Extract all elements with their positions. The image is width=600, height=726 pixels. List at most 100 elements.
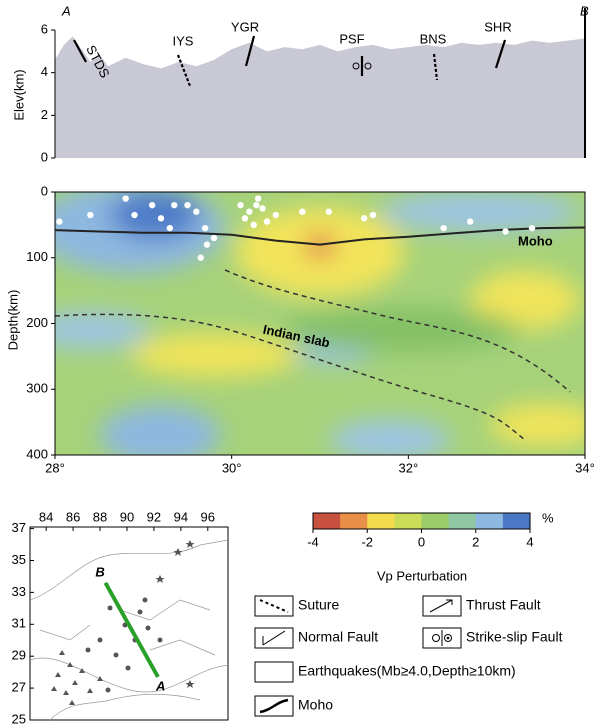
elevation-area xyxy=(55,36,585,158)
moho-icon xyxy=(259,698,289,714)
x-tick-label: 30° xyxy=(222,460,242,475)
fault-label: YGR xyxy=(231,19,259,34)
earthquake xyxy=(325,208,333,215)
y-tick-label: 33 xyxy=(12,584,26,599)
y-tick-label: 200 xyxy=(26,315,48,330)
legend-labels: Suture Thrust Fault Normal Fault Strike-… xyxy=(298,597,563,713)
earthquake xyxy=(369,211,377,219)
y-tick-label: 37 xyxy=(12,520,26,535)
velocity-image xyxy=(55,192,585,455)
y-axis-label: Elev(km) xyxy=(11,69,26,120)
y-tick-label: 29 xyxy=(12,648,26,663)
y-tick-label: 25 xyxy=(12,711,26,726)
strike-slip-mark xyxy=(364,62,372,70)
y-tick-label: 35 xyxy=(12,552,26,567)
legend-label: Suture xyxy=(298,597,339,613)
earthquake xyxy=(528,224,536,232)
y-tick-label: 4 xyxy=(41,64,48,79)
suture-icon xyxy=(259,599,289,613)
colorbar-title: Vp Perturbation xyxy=(377,568,467,583)
y-tick-label: 31 xyxy=(12,616,26,631)
y-tick-label: 2 xyxy=(41,107,48,122)
x-tick-label: 88 xyxy=(93,509,107,524)
colorbar-segment xyxy=(475,513,504,529)
earthquake xyxy=(440,224,447,232)
earthquake xyxy=(250,221,257,229)
section-panel: Depth(km) Moho Indian slab 0100200300400… xyxy=(5,183,594,475)
earthquake xyxy=(184,201,191,209)
y-axis-label: Depth(km) xyxy=(5,290,20,351)
colorbar-segment xyxy=(340,513,368,529)
fault-symbol xyxy=(73,39,87,63)
fault-label: SHR xyxy=(484,19,511,34)
earthquake xyxy=(237,201,244,209)
legend-box xyxy=(254,627,294,649)
x-tick-label: 94 xyxy=(174,509,188,524)
earthquake xyxy=(253,201,260,209)
earthquake xyxy=(241,215,249,222)
legend-label: Strike-slip Fault xyxy=(466,629,563,645)
earthquake xyxy=(193,208,200,215)
colorbar-segment xyxy=(313,513,341,529)
fault-label: BNS xyxy=(420,31,447,46)
fault-symbol xyxy=(176,54,192,87)
x-tick-label: 28° xyxy=(45,460,65,475)
y-tick-label: 300 xyxy=(26,381,48,396)
x-tick-label: -4 xyxy=(307,534,319,549)
fault-label: PSF xyxy=(339,31,364,46)
slab-boundary xyxy=(224,269,571,393)
y-tick-label: 0 xyxy=(41,149,48,164)
strike-slip-icon xyxy=(444,634,452,642)
thrust-icon xyxy=(429,599,453,613)
earthquake xyxy=(122,195,129,202)
fault-symbol xyxy=(494,39,507,69)
fault-symbol xyxy=(244,35,256,67)
fault-symbol xyxy=(432,53,439,81)
earthquake xyxy=(246,208,253,215)
end-label: A xyxy=(61,3,71,18)
earthquake xyxy=(254,195,262,202)
earthquake xyxy=(210,234,218,242)
earthquake xyxy=(502,228,509,235)
earthquake xyxy=(259,205,266,212)
profile-line xyxy=(103,581,160,678)
earthquake xyxy=(201,224,209,232)
earthquake xyxy=(131,211,138,219)
earthquake xyxy=(197,254,204,261)
fault-label: IYS xyxy=(173,33,194,48)
earthquake xyxy=(56,218,63,225)
x-tick-label: 90 xyxy=(120,509,134,524)
x-tick-label: 32° xyxy=(398,460,418,475)
earthquake xyxy=(171,201,178,209)
colorbar: % Vp Perturbation -4 -2 0 2 4 xyxy=(307,510,554,583)
x-tick-label: 0 xyxy=(418,534,425,549)
strike-slip-icon xyxy=(432,634,440,642)
legend-label: Moho xyxy=(298,697,333,713)
earthquake xyxy=(360,215,368,222)
colorbar-segment xyxy=(394,513,422,529)
x-tick-label: -2 xyxy=(361,534,373,549)
colorbar-segment xyxy=(421,513,450,529)
slab-boundary xyxy=(55,313,526,441)
y-tick-label: 400 xyxy=(26,446,48,461)
legend-label: Thrust Fault xyxy=(466,597,541,613)
earthquake xyxy=(87,211,94,219)
earthquake xyxy=(263,218,271,225)
y-tick-label: 6 xyxy=(41,21,48,36)
earthquake xyxy=(157,215,165,222)
y-tick-label: 100 xyxy=(26,249,48,264)
moho-label: Moho xyxy=(518,233,553,248)
legend-label: Earthquakes(Mb≥4.0,Depth≥10km) xyxy=(298,663,516,679)
x-tick-label: 4 xyxy=(526,534,533,549)
earthquake xyxy=(203,241,211,248)
colorbar-segment xyxy=(367,513,395,529)
strike-slip-mark xyxy=(352,62,360,70)
legend-box xyxy=(422,595,462,617)
earthquake xyxy=(166,224,174,232)
moho-line xyxy=(54,226,586,246)
legend-label: Normal Fault xyxy=(298,629,378,645)
map: 84 86 88 90 92 94 96 25 27 29 31 33 35 37 A B xyxy=(12,509,229,726)
legend-box xyxy=(254,661,294,683)
